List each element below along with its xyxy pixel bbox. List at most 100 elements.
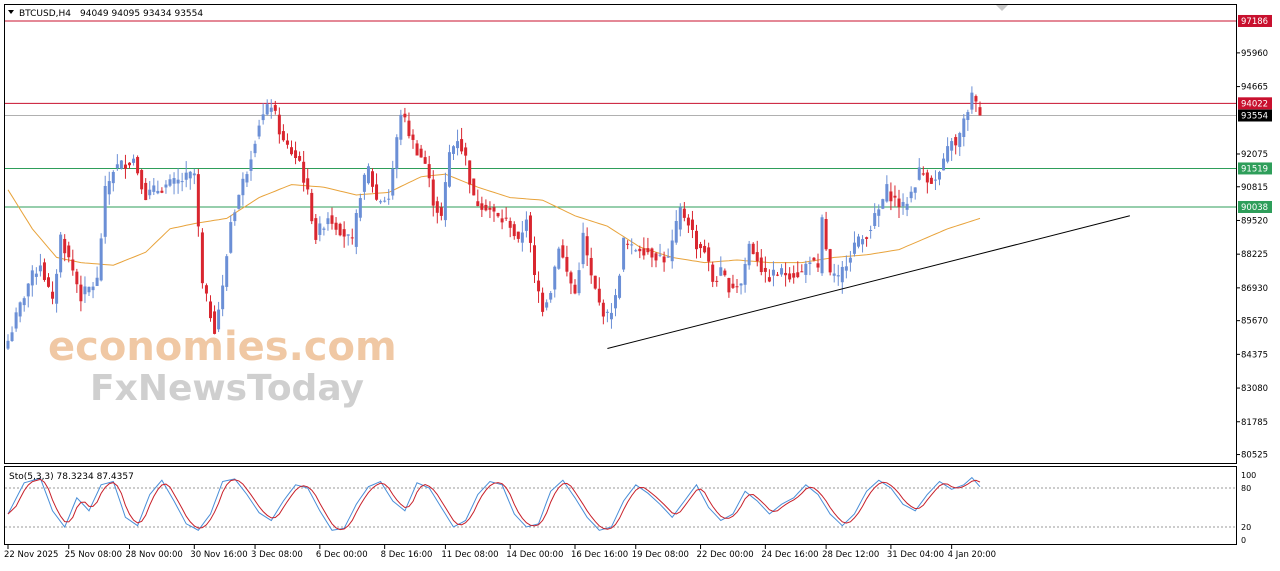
candle-body <box>913 187 917 193</box>
bull-candle <box>18 301 22 323</box>
candle-body <box>22 298 26 306</box>
bear-candle <box>569 270 573 295</box>
candle-body <box>788 273 792 280</box>
bull-candle <box>873 203 877 229</box>
candle-body <box>759 257 763 273</box>
bear-candle <box>144 178 148 201</box>
candle-body <box>889 191 893 202</box>
candle-body <box>569 272 573 284</box>
level-tag-label: 91519 <box>1241 164 1268 174</box>
candle-body <box>383 200 387 202</box>
candle-body <box>387 198 391 200</box>
candle-body <box>391 168 395 196</box>
candle-body <box>290 147 293 155</box>
bull-candle <box>383 196 387 203</box>
candle-body <box>524 219 528 231</box>
bear-candle <box>690 210 694 239</box>
bear-candle <box>597 277 601 306</box>
candle-body <box>99 238 103 281</box>
bear-candle <box>472 178 476 196</box>
bull-candle <box>917 158 921 181</box>
indicator-pane-frame <box>4 466 1237 545</box>
bear-candle <box>508 217 512 238</box>
candle-body <box>257 125 261 137</box>
price-tick-label: 89520 <box>1241 216 1268 226</box>
bear-candle <box>334 217 338 236</box>
candle-body <box>435 201 439 213</box>
time-tick-label: 24 Dec 16:00 <box>761 550 818 560</box>
bear-candle <box>974 94 978 112</box>
candle-body <box>727 278 731 293</box>
candle-body <box>180 181 184 183</box>
price-tick-label: 85670 <box>1241 317 1268 327</box>
candle-body <box>476 201 480 207</box>
bull-candle <box>938 170 941 186</box>
bull-candle <box>877 204 881 227</box>
candle-body <box>91 286 95 291</box>
bull-candle <box>614 288 617 317</box>
bull-candle <box>666 248 670 258</box>
dropdown-triangle-icon[interactable] <box>8 10 14 14</box>
candle-body <box>844 266 848 271</box>
candle-body <box>415 143 419 156</box>
candle-body <box>658 254 662 256</box>
bear-candle <box>824 211 828 251</box>
bull-candle <box>237 194 241 210</box>
bull-candle <box>970 86 974 114</box>
bull-candle <box>83 276 87 303</box>
bull-candle <box>848 250 852 272</box>
candle-body <box>176 179 180 184</box>
bear-candle <box>439 202 443 221</box>
candle-body <box>209 301 212 319</box>
bull-candle <box>95 266 99 287</box>
bear-candle <box>893 185 897 207</box>
bear-candle <box>921 166 925 176</box>
candle-body <box>942 158 946 171</box>
bear-candle <box>816 253 820 273</box>
bear-candle <box>298 151 302 162</box>
bull-candle <box>26 283 30 308</box>
bull-candle <box>22 296 26 312</box>
candle-body <box>464 147 468 156</box>
bull-candle <box>192 168 196 185</box>
candle-body <box>970 92 974 110</box>
bear-candle <box>711 261 715 288</box>
bull-candle <box>99 233 103 282</box>
candle-body <box>933 179 937 181</box>
bear-candle <box>79 275 83 312</box>
bull-candle <box>188 170 192 190</box>
candle-body <box>549 292 553 300</box>
bull-candle <box>557 246 561 270</box>
bull-candle <box>261 103 265 125</box>
bear-candle <box>488 201 492 219</box>
bear-candle <box>431 170 435 217</box>
candle-body <box>703 245 707 253</box>
candle-body <box>638 248 642 252</box>
bull-candle <box>241 172 245 206</box>
candle-body <box>460 139 464 152</box>
bear-candle <box>784 262 788 287</box>
bull-candle <box>391 160 395 200</box>
candle-body <box>780 268 784 275</box>
candle-body <box>682 208 686 218</box>
level-tag-current-price <box>1238 109 1272 122</box>
bull-candle <box>674 210 678 245</box>
scroll-marker-icon[interactable] <box>996 5 1008 11</box>
bear-candle <box>273 100 277 115</box>
bear-candle <box>776 272 779 277</box>
candle-body <box>221 285 225 310</box>
candle-body <box>358 198 362 218</box>
time-axis: 22 Nov 2025 25 Nov 08:00 28 Nov 00:00 30 No… <box>4 545 996 560</box>
candle-body <box>711 264 715 282</box>
candle-body <box>958 133 962 147</box>
bull-candle <box>10 326 14 342</box>
candle-body <box>516 231 520 239</box>
candle-body <box>832 273 836 276</box>
candle-body <box>593 275 597 289</box>
bear-candle <box>755 240 759 267</box>
bull-candle <box>111 170 115 192</box>
price-tick-label: 95960 <box>1241 49 1268 59</box>
bull-candle <box>257 119 261 140</box>
candle-body <box>929 177 933 184</box>
price-tick-label: 84375 <box>1241 350 1268 360</box>
